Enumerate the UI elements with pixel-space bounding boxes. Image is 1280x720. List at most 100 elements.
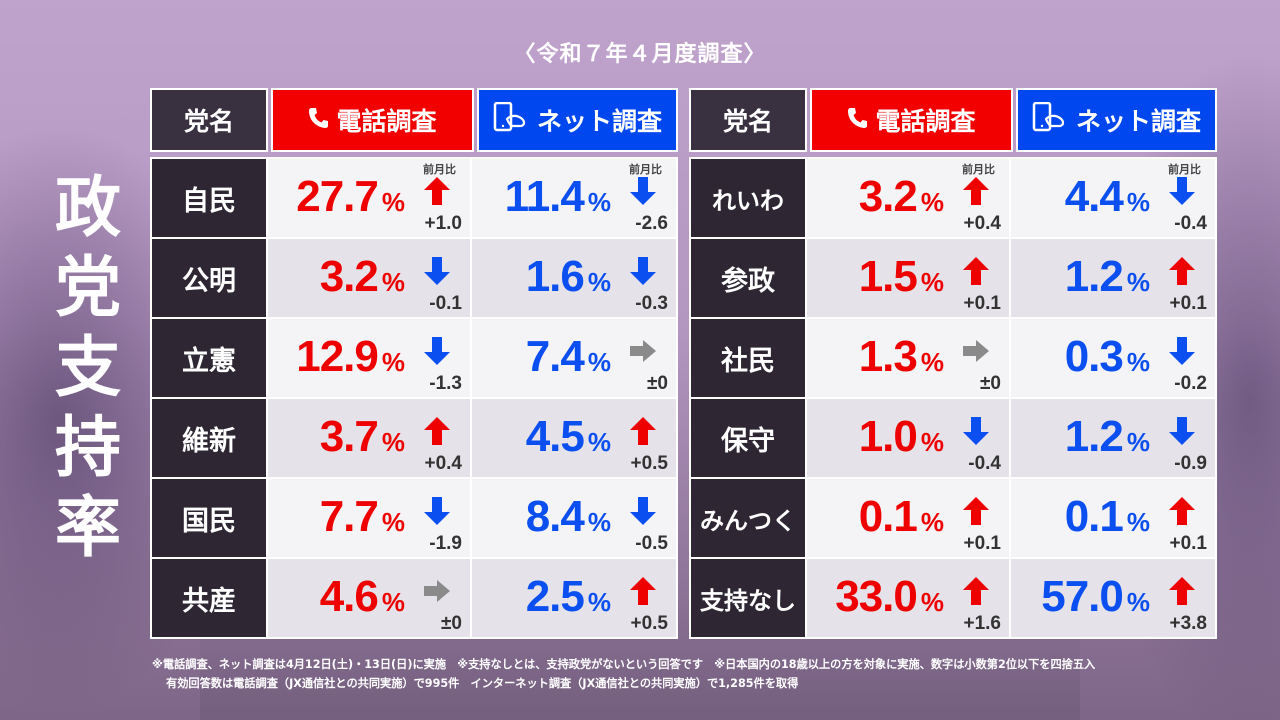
table-header: 党名 電話調査 ネット調査: [689, 88, 1217, 152]
net-survey-cell: 前月比 4.4% -0.4: [1011, 159, 1215, 237]
net-survey-cell: 前月比 11.4% -2.6: [472, 159, 676, 237]
net-value: 2.5%: [526, 569, 611, 630]
percent-unit: %: [920, 507, 944, 537]
header-net-label: ネット調査: [1075, 107, 1201, 136]
value-number: 7.7: [319, 492, 379, 541]
footnote-line-1: ※電話調査、ネット調査は4月12日(土)・13日(日)に実施 ※支持なしとは、支…: [152, 658, 1096, 671]
net-survey-cell: 7.4% ±0: [472, 319, 676, 397]
percent-unit: %: [1126, 187, 1150, 217]
table-row: 社民 1.3% ±0 0.3% -0.2: [691, 319, 1215, 399]
percent-unit: %: [381, 187, 405, 217]
party-name: 立憲: [152, 319, 268, 397]
net-survey-cell: 1.2% -0.9: [1011, 399, 1215, 477]
value-number: 11.4: [504, 172, 585, 221]
header-phone-label: 電話調査: [875, 107, 976, 136]
phone-value: 4.6%: [320, 569, 405, 630]
net-survey-cell: 0.1% +0.1: [1011, 479, 1215, 557]
net-delta: -0.4: [1174, 213, 1207, 234]
left-table: 党名 電話調査 ネット調査 自民 前月比 27.7% +1.0 前月比 11.4% -2.6 公明 3…: [150, 88, 678, 639]
party-name: 保守: [691, 399, 807, 477]
party-name: 自民: [152, 159, 268, 237]
phone-survey-cell: 12.9% -1.3: [268, 319, 472, 397]
net-survey-cell: 4.5% +0.5: [472, 399, 676, 477]
title-char: 政: [55, 169, 121, 246]
value-number: 1.2: [1064, 412, 1124, 461]
net-delta: +0.5: [630, 453, 668, 474]
party-name: 共産: [152, 559, 268, 637]
party-name: 社民: [691, 319, 807, 397]
phone-value: 27.7%: [296, 169, 405, 230]
title-char: 率: [55, 489, 121, 566]
percent-unit: %: [587, 587, 611, 617]
phone-value: 3.7%: [319, 409, 405, 470]
phone-survey-cell: 3.7% +0.4: [268, 399, 472, 477]
phone-delta: -0.1: [429, 293, 462, 314]
percent-unit: %: [381, 347, 405, 377]
value-number: 12.9: [296, 332, 379, 381]
phone-value: 1.5%: [859, 249, 944, 310]
value-number: 0.3: [1064, 332, 1124, 381]
party-name: 公明: [152, 239, 268, 317]
trend-up-arrow-icon: [630, 577, 656, 605]
table-row: みんつく 0.1% +0.1 0.1% +0.1: [691, 479, 1215, 559]
value-number: 57.0: [1041, 572, 1124, 621]
trend-up-arrow-icon: [1169, 577, 1195, 605]
table-header: 党名 電話調査 ネット調査: [150, 88, 678, 152]
percent-unit: %: [920, 427, 944, 457]
net-survey-cell: 0.3% -0.2: [1011, 319, 1215, 397]
phone-delta: -0.4: [968, 453, 1001, 474]
header-net-survey: ネット調査: [477, 88, 678, 152]
phone-survey-cell: 4.6% ±0: [268, 559, 472, 637]
title-char: 支: [55, 329, 121, 406]
percent-unit: %: [381, 587, 405, 617]
phone-survey-cell: 7.7% -1.9: [268, 479, 472, 557]
value-number: 7.4: [525, 332, 585, 381]
table-row: 保守 1.0% -0.4 1.2% -0.9: [691, 399, 1215, 479]
trend-up-arrow-icon: [424, 177, 450, 205]
value-number: 3.2: [858, 172, 918, 221]
page-title: 政 党 支 持 率: [48, 168, 128, 568]
value-number: 0.1: [1064, 492, 1124, 541]
month-over-month-label: 前月比: [1168, 163, 1201, 176]
table-row: 維新 3.7% +0.4 4.5% +0.5: [152, 399, 676, 479]
header-party: 党名: [689, 88, 807, 152]
phone-icon: [847, 106, 868, 135]
trend-down-arrow-icon: [424, 257, 450, 285]
net-value: 1.6%: [526, 249, 611, 310]
table-row: 参政 1.5% +0.1 1.2% +0.1: [691, 239, 1215, 319]
header-net-label: ネット調査: [536, 107, 662, 136]
header-party-label: 党名: [722, 107, 773, 136]
header-phone-survey: 電話調査: [810, 88, 1013, 152]
trend-down-arrow-icon: [424, 337, 450, 365]
phone-value: 12.9%: [296, 329, 405, 390]
trend-up-arrow-icon: [963, 257, 989, 285]
net-delta: +0.1: [1169, 533, 1207, 554]
trend-down-arrow-icon: [963, 417, 989, 445]
phone-delta: +0.4: [963, 213, 1001, 234]
net-delta: +0.5: [630, 613, 668, 634]
trend-flat-arrow-icon: [963, 337, 989, 365]
phone-value: 1.0%: [858, 409, 944, 470]
net-delta: -0.3: [635, 293, 668, 314]
net-delta: +3.8: [1169, 613, 1207, 634]
percent-unit: %: [1126, 507, 1150, 537]
table-row: 支持なし 33.0% +1.6 57.0% +3.8: [691, 559, 1215, 637]
value-number: 1.0: [858, 412, 918, 461]
net-survey-cell: 1.6% -0.3: [472, 239, 676, 317]
net-survey-cell: 1.2% +0.1: [1011, 239, 1215, 317]
percent-unit: %: [1126, 587, 1150, 617]
header-party: 党名: [150, 88, 268, 152]
value-number: 8.4: [525, 492, 585, 541]
right-table: 党名 電話調査 ネット調査 れいわ 前月比 3.2% +0.4 前月比 4.4% -0.4 参政 1.…: [689, 88, 1217, 639]
value-number: 3.7: [319, 412, 379, 461]
party-name: 維新: [152, 399, 268, 477]
net-value: 0.1%: [1064, 489, 1150, 550]
percent-unit: %: [587, 347, 611, 377]
trend-down-arrow-icon: [1169, 177, 1195, 205]
trend-down-arrow-icon: [1169, 417, 1195, 445]
table-row: 共産 4.6% ±0 2.5% +0.5: [152, 559, 676, 637]
header-net-survey: ネット調査: [1016, 88, 1217, 152]
net-delta: -2.6: [635, 213, 668, 234]
percent-unit: %: [381, 507, 405, 537]
net-value: 57.0%: [1041, 569, 1150, 630]
